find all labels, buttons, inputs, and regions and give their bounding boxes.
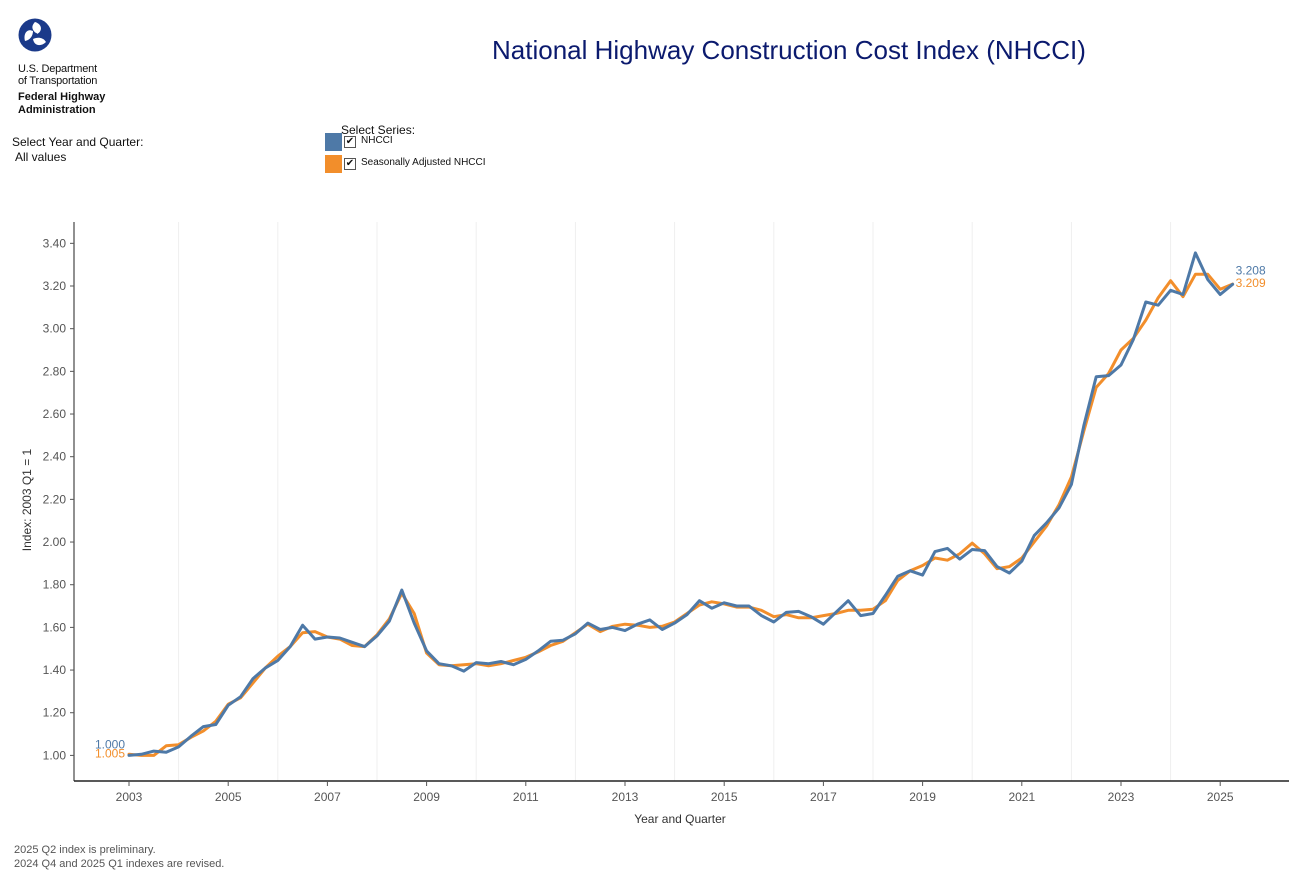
y-tick-label: 1.80 bbox=[43, 578, 67, 592]
x-tick-label: 2009 bbox=[413, 790, 440, 804]
dept-line-2: of Transportation bbox=[18, 75, 98, 87]
y-tick-label: 2.20 bbox=[43, 492, 67, 506]
department-name: U.S. Department of Transportation bbox=[18, 63, 158, 87]
footnotes: 2025 Q2 index is preliminary. 2024 Q4 an… bbox=[14, 843, 224, 871]
seasonally-adjusted-color-swatch bbox=[325, 155, 342, 173]
seasonally-adjusted-start-label: 1.005 bbox=[95, 746, 125, 760]
x-tick-label: 2011 bbox=[513, 790, 539, 804]
x-tick-label: 2005 bbox=[215, 790, 242, 804]
agency-line-1: Federal Highway bbox=[18, 91, 106, 103]
y-tick-label: 2.60 bbox=[43, 407, 67, 421]
year-quarter-value[interactable]: All values bbox=[15, 150, 67, 164]
agency-name: Federal Highway Administration bbox=[18, 91, 158, 117]
seasonally-adjusted-checkbox[interactable]: ✔ bbox=[344, 158, 356, 170]
y-tick-label: 2.00 bbox=[43, 535, 67, 549]
usdot-triskelion-icon bbox=[18, 18, 52, 52]
x-axis-ticks: 2003 2005 2007 2009 2011 2013 2015 2017 2019 2021… bbox=[116, 781, 1234, 804]
x-tick-label: 2017 bbox=[810, 790, 837, 804]
x-tick-label: 2013 bbox=[612, 790, 639, 804]
y-tick-label: 3.20 bbox=[43, 279, 67, 293]
y-tick-label: 2.80 bbox=[43, 364, 67, 378]
y-tick-label: 3.00 bbox=[43, 322, 67, 336]
x-tick-label: 2015 bbox=[711, 790, 738, 804]
usdot-fhwa-logo: U.S. Department of Transportation Federa… bbox=[18, 18, 158, 117]
year-quarter-label: Select Year and Quarter: bbox=[12, 135, 144, 149]
x-axis-title: Year and Quarter bbox=[634, 812, 726, 826]
vertical-gridlines bbox=[178, 222, 1172, 781]
nhcci-color-swatch bbox=[325, 133, 342, 151]
agency-line-2: Administration bbox=[18, 104, 96, 116]
seasonally-adjusted-series-line bbox=[127, 272, 1235, 757]
y-tick-label: 1.40 bbox=[43, 663, 67, 677]
y-tick-label: 2.40 bbox=[43, 450, 67, 464]
nhcci-series-line bbox=[127, 251, 1235, 757]
nhcci-end-label: 3.208 bbox=[1236, 263, 1266, 277]
y-tick-label: 1.20 bbox=[43, 706, 67, 720]
x-tick-label: 2019 bbox=[909, 790, 936, 804]
seasonally-adjusted-legend-label: Seasonally Adjusted NHCCI bbox=[361, 157, 486, 168]
nhcci-checkbox[interactable]: ✔ bbox=[344, 136, 356, 148]
x-tick-label: 2023 bbox=[1108, 790, 1135, 804]
footnote-preliminary: 2025 Q2 index is preliminary. bbox=[14, 844, 156, 856]
footnote-revised: 2024 Q4 and 2025 Q1 indexes are revised. bbox=[14, 858, 225, 870]
y-axis-ticks: 1.00 1.20 1.40 1.60 1.80 2.00 2.20 2.40 2.60 2.80… bbox=[43, 236, 74, 762]
seasonally-adjusted-end-label: 3.209 bbox=[1236, 276, 1266, 290]
year-quarter-filter[interactable]: Select Year and Quarter: All values bbox=[12, 135, 143, 165]
series-selector-label: Select Series: bbox=[341, 123, 416, 137]
y-tick-label: 1.60 bbox=[43, 620, 67, 634]
x-tick-label: 2003 bbox=[116, 790, 143, 804]
series-lines bbox=[127, 251, 1235, 757]
nhcci-start-label: 1.000 bbox=[95, 737, 125, 751]
y-tick-label: 1.00 bbox=[43, 748, 67, 762]
y-tick-label: 3.40 bbox=[43, 236, 67, 250]
x-tick-label: 2025 bbox=[1207, 790, 1234, 804]
dept-line-1: U.S. Department bbox=[18, 63, 97, 75]
chart-axes bbox=[73, 222, 1289, 782]
nhcci-legend-label: NHCCI bbox=[361, 135, 393, 146]
x-tick-label: 2021 bbox=[1008, 790, 1035, 804]
page-title: National Highway Construction Cost Index… bbox=[492, 35, 1086, 65]
x-tick-label: 2007 bbox=[314, 790, 341, 804]
y-axis-title: Index: 2003 Q1 = 1 bbox=[20, 448, 34, 551]
